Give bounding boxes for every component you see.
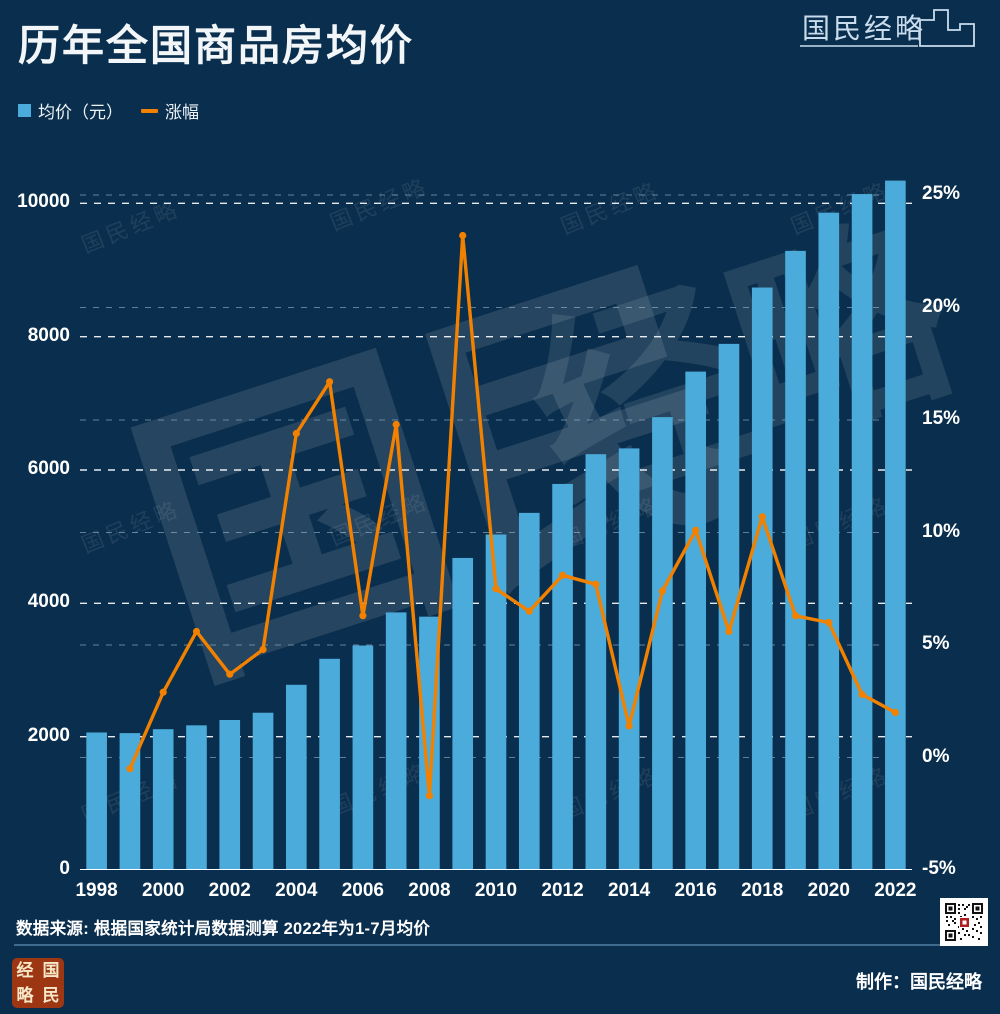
growth-point — [292, 429, 300, 438]
y-axis-left-tick: 6000 — [27, 458, 70, 479]
growth-line — [128, 233, 898, 798]
qr-code-icon[interactable] — [940, 898, 988, 946]
chart-svg — [80, 180, 912, 870]
y-axis-right-tick: 5% — [922, 633, 950, 654]
growth-point — [459, 231, 467, 240]
y-axis-right-tick: -5% — [922, 858, 956, 879]
x-axis-tick-2010: 2010 — [474, 880, 518, 901]
y-axis-right-tick: 10% — [922, 520, 961, 542]
y-axis-right-tick: 25% — [922, 183, 961, 204]
bar-2012 — [552, 483, 573, 870]
x-axis-tick-2008: 2008 — [408, 880, 451, 901]
bar-2010 — [485, 534, 507, 870]
x-axis-tick-2022: 2022 — [874, 880, 917, 901]
bar-2018 — [751, 287, 773, 870]
bar-2006 — [352, 645, 374, 870]
brand-logo: 国民经略 — [800, 9, 975, 47]
building-icon — [919, 9, 975, 47]
x-axis-tick-2006: 2006 — [341, 880, 385, 901]
x-axis-tick-2012: 2012 — [541, 880, 584, 901]
growth-point — [558, 571, 567, 579]
y-axis-left-tick: 0 — [59, 858, 70, 879]
bar-1998 — [86, 732, 107, 870]
x-axis-tick-1998: 1998 — [75, 880, 118, 901]
legend-label-growth: 涨幅 — [165, 103, 199, 122]
bar-2020 — [818, 212, 840, 870]
footer-divider — [14, 944, 986, 946]
x-axis-tick-2020: 2020 — [807, 880, 850, 901]
growth-point — [492, 585, 500, 593]
growth-point — [592, 580, 600, 588]
growth-point — [425, 792, 434, 800]
chart-plot-area — [80, 150, 912, 870]
y-axis-right-tick: 20% — [922, 295, 961, 317]
x-axis-tick-2004: 2004 — [275, 880, 318, 901]
seal-char-3: 略 — [16, 986, 34, 1005]
legend-label-price: 均价（元） — [38, 103, 123, 122]
y-axis-left-tick: 8000 — [27, 324, 70, 346]
bar-2019 — [785, 250, 806, 870]
growth-point — [858, 690, 866, 699]
bar-2022 — [885, 180, 906, 870]
credit-note: 制作：国民经略 — [856, 972, 982, 992]
brand-seal-icon: 经 国 略 民 — [12, 958, 64, 1008]
growth-point — [126, 765, 134, 773]
growth-point — [625, 722, 633, 730]
bar-2016 — [685, 371, 706, 870]
y-axis-left-tick: 2000 — [27, 724, 70, 746]
growth-point — [758, 513, 766, 521]
bar-2002 — [219, 720, 241, 870]
legend-swatch-bar-icon — [18, 104, 31, 117]
growth-point — [159, 688, 167, 696]
growth-point — [259, 645, 267, 654]
y-axis-left-tick: 10000 — [17, 191, 70, 213]
bar-2017 — [718, 343, 740, 870]
brand-logo-text: 国民经略 — [802, 13, 926, 45]
growth-point — [825, 618, 833, 627]
y-axis-left-tick: 4000 — [27, 591, 70, 613]
y-axis-right-tick: 15% — [922, 408, 961, 429]
bar-2003 — [252, 712, 274, 870]
x-axis-tick-2016: 2016 — [674, 880, 717, 901]
bar-2005 — [319, 658, 340, 870]
growth-point — [326, 378, 334, 386]
seal-char-2: 国 — [42, 961, 60, 980]
growth-point — [658, 587, 667, 595]
legend-item-growth[interactable]: 涨幅 — [141, 98, 199, 123]
growth-point — [525, 607, 533, 615]
growth-point — [692, 526, 700, 534]
bar-2013 — [585, 454, 607, 870]
bar-2015 — [652, 417, 673, 870]
bar-2007 — [385, 612, 407, 870]
chart-legend: 均价（元） 涨幅 — [18, 98, 199, 123]
growth-point — [226, 670, 234, 678]
x-axis-tick-2002: 2002 — [208, 880, 251, 901]
legend-swatch-line-icon — [141, 108, 158, 113]
seal-char-1: 经 — [16, 961, 34, 980]
growth-point — [891, 708, 899, 717]
page-title: 历年全国商品房均价 — [18, 22, 415, 69]
seal-char-4: 民 — [42, 986, 60, 1005]
growth-point — [192, 627, 201, 636]
bar-2009 — [452, 557, 474, 870]
x-axis-tick-2014: 2014 — [607, 880, 651, 901]
bar-2014 — [618, 448, 640, 870]
bar-2000 — [152, 729, 174, 870]
bar-2004 — [286, 684, 307, 870]
growth-point — [359, 612, 367, 620]
bar-2011 — [518, 512, 540, 870]
bar-2021 — [851, 194, 873, 870]
growth-point — [392, 420, 400, 429]
bar-2001 — [186, 725, 207, 870]
bar-1999 — [119, 733, 141, 870]
growth-point — [725, 627, 733, 636]
growth-point — [791, 612, 800, 620]
source-note: 数据来源: 根据国家统计局数据测算 2022年为1-7月均价 — [16, 920, 431, 938]
legend-item-price[interactable]: 均价（元） — [18, 98, 123, 123]
y-axis-right-tick: 0% — [922, 745, 950, 767]
x-axis-tick-2018: 2018 — [741, 880, 784, 901]
x-axis-tick-2000: 2000 — [142, 880, 185, 901]
